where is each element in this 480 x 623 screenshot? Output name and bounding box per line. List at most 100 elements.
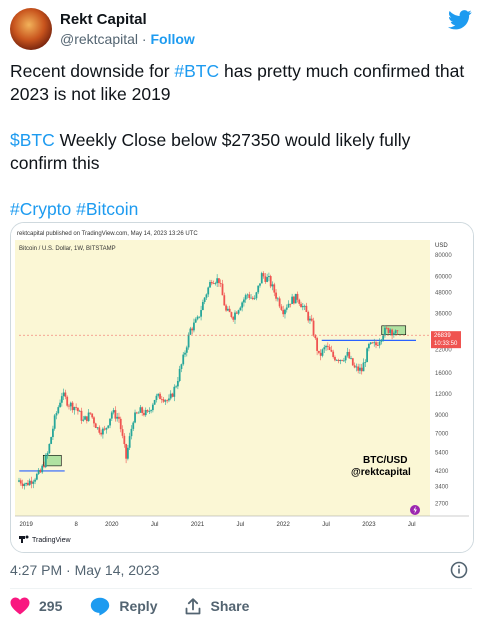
candle-body	[376, 345, 379, 346]
candle-body	[255, 292, 258, 299]
candle-body	[244, 295, 247, 300]
candle-body	[367, 343, 370, 349]
candle-body	[57, 407, 60, 414]
tweet-media[interactable]: rektcapital published on TradingView.com…	[10, 222, 474, 553]
follow-button[interactable]: Follow	[150, 31, 195, 47]
watermark-symbol: BTC/USD	[363, 455, 407, 466]
candle-body	[382, 335, 385, 340]
candle-body	[243, 299, 245, 303]
candle-body	[166, 400, 169, 402]
candle-body	[150, 410, 152, 412]
candle-body	[114, 410, 117, 419]
text-fragment: Recent downside for	[10, 61, 175, 81]
candle-body	[189, 328, 192, 335]
reply-button[interactable]: Reply	[90, 597, 157, 616]
author-handle[interactable]: @rektcapital	[60, 31, 139, 47]
candle-body	[118, 416, 120, 419]
candle-body	[162, 399, 165, 402]
twitter-bird-icon[interactable]	[448, 10, 472, 30]
candle-body	[80, 410, 83, 421]
candle-body	[357, 366, 360, 371]
hashtag-btc[interactable]: #BTC	[174, 61, 220, 81]
candle-body	[219, 283, 222, 284]
tweet-timestamp[interactable]: 4:27 PM · May 14, 2023	[10, 562, 160, 578]
x-tick-label: 2021	[191, 522, 205, 528]
candle-body	[266, 277, 269, 282]
candle-body	[253, 298, 256, 300]
hashtag-bitcoin[interactable]: #Bitcoin	[76, 199, 139, 219]
candle-body	[178, 368, 181, 381]
avatar[interactable]	[10, 8, 52, 50]
candle-body	[289, 303, 292, 305]
candle-body	[301, 306, 304, 308]
candle-body	[84, 416, 86, 420]
candle-body	[78, 410, 81, 412]
text-fragment: Weekly Close below $27350 would likely f…	[10, 130, 411, 173]
candle-body	[328, 346, 331, 350]
candle-body	[69, 402, 72, 407]
y-tick-label: 3400	[435, 484, 449, 490]
candle-body	[144, 410, 147, 416]
candle-body	[43, 465, 45, 468]
candle-body	[105, 427, 108, 430]
y-tick-label: 4200	[435, 469, 449, 475]
candle-body	[387, 328, 390, 333]
cashtag-btc[interactable]: $BTC	[10, 130, 55, 150]
candle-body	[103, 428, 106, 430]
candle-body	[121, 429, 124, 436]
candle-body	[348, 351, 351, 359]
like-button[interactable]: 295	[10, 597, 62, 615]
candle-body	[153, 399, 156, 405]
candle-body	[116, 416, 119, 419]
info-icon[interactable]	[450, 561, 468, 579]
candle-body	[184, 352, 186, 355]
candle-body	[146, 410, 149, 412]
x-tick-label: Jul	[237, 522, 245, 528]
candle-body	[287, 303, 290, 308]
candle-body	[180, 364, 183, 369]
watermark-handle: @rektcapital	[351, 467, 411, 478]
candle-body	[230, 312, 233, 317]
candle-body	[225, 305, 227, 311]
candle-body	[223, 295, 226, 306]
heart-icon	[10, 597, 30, 615]
candle-body	[160, 399, 163, 400]
candle-body	[214, 283, 217, 284]
candle-body	[310, 318, 313, 321]
tweet-paragraph-2: $BTC Weekly Close below $27350 would lik…	[10, 129, 472, 175]
candle-body	[18, 480, 20, 482]
candle-body	[375, 342, 377, 346]
candle-body	[296, 293, 299, 300]
candle-body	[176, 380, 179, 387]
y-tick-label: 12000	[435, 392, 452, 398]
candle-body	[141, 407, 144, 413]
share-button[interactable]: Share	[185, 597, 249, 615]
candle-body	[96, 427, 99, 429]
candle-body	[346, 351, 349, 356]
candle-body	[284, 309, 286, 315]
candle-body	[259, 283, 261, 286]
candle-body	[364, 362, 367, 363]
candle-body	[35, 473, 38, 480]
candle-body	[196, 316, 199, 320]
candle-body	[317, 350, 320, 353]
candle-body	[62, 392, 65, 397]
candle-body	[126, 447, 129, 459]
candle-body	[319, 352, 322, 356]
author-name[interactable]: Rekt Capital	[60, 11, 147, 28]
candle-body	[101, 428, 104, 435]
candle-body	[89, 412, 92, 414]
candle-body	[19, 480, 22, 484]
candle-body	[394, 330, 397, 334]
y-axis-ticks: 80000 60000 48000 36000 22000 16000 12000 9000 7…	[435, 253, 452, 507]
hashtag-crypto[interactable]: #Crypto	[10, 199, 72, 219]
y-tick-label: 5400	[435, 451, 449, 457]
tweet-actions: 295 Reply Share	[10, 596, 277, 616]
divider	[10, 588, 472, 589]
candle-body	[228, 308, 231, 313]
candle-body	[139, 407, 142, 413]
candle-body	[350, 358, 352, 360]
candle-body	[332, 351, 335, 357]
tweet-paragraph-3: #Crypto #Bitcoin	[10, 198, 472, 221]
candle-body	[232, 316, 235, 320]
